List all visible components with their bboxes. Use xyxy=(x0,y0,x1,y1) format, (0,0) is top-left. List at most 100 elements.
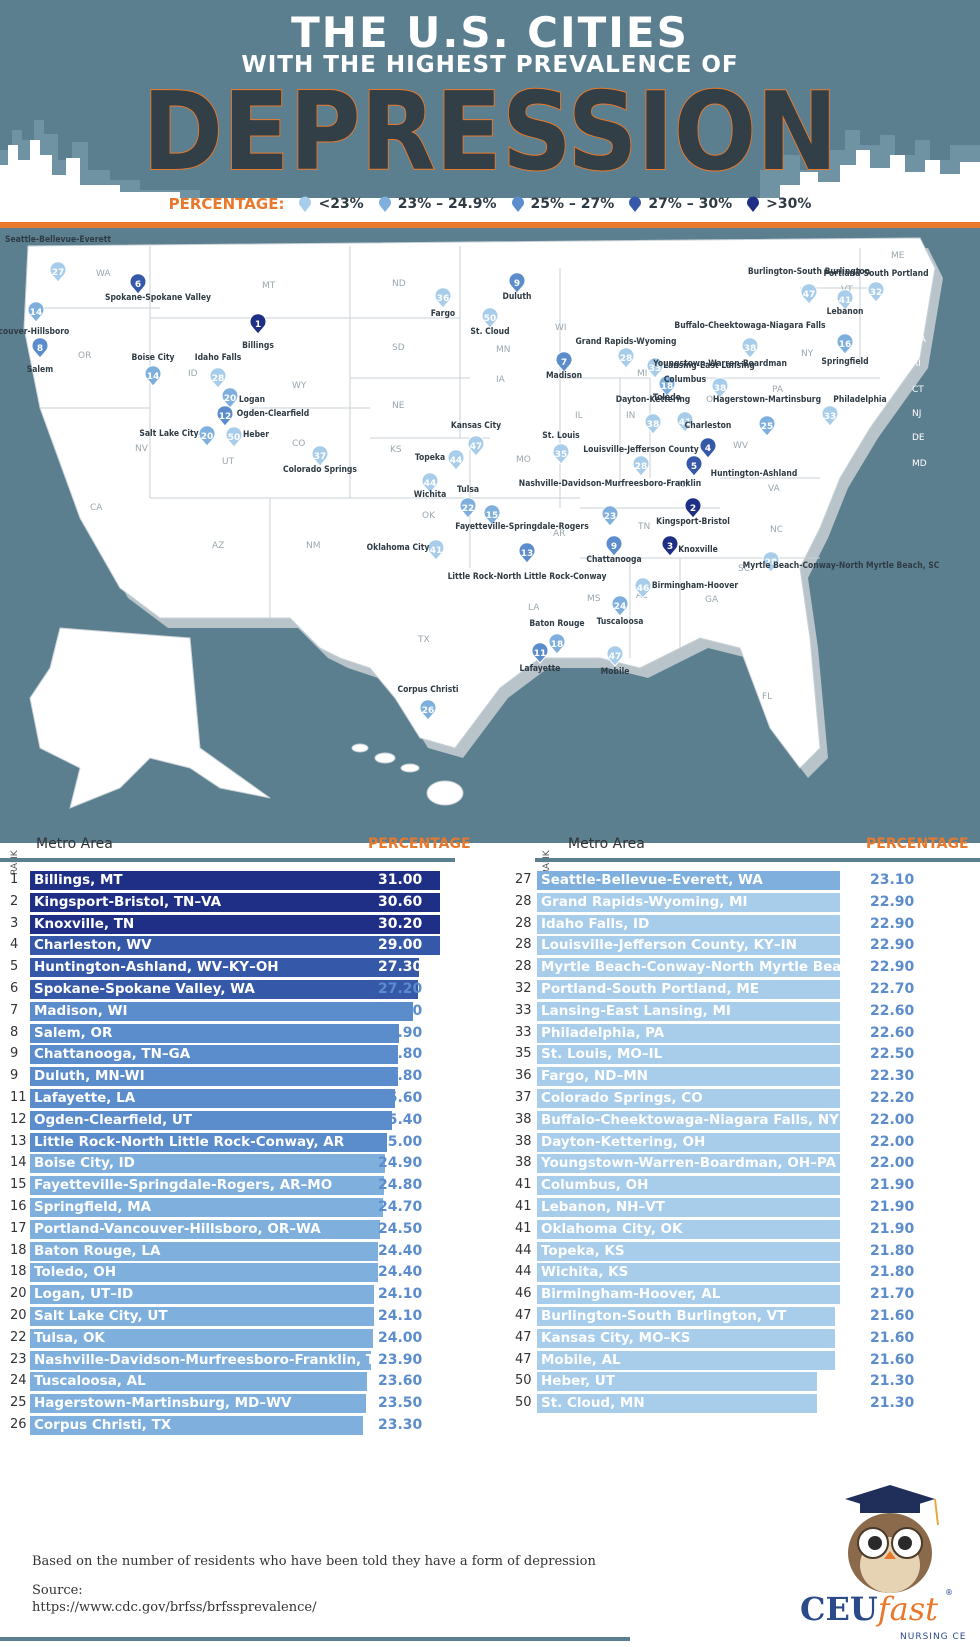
state-label: WA xyxy=(96,269,111,279)
orange-divider xyxy=(0,222,980,228)
map-pin: 28 Grand Rapids-Wyoming xyxy=(576,337,677,369)
map-pin-marker xyxy=(447,449,465,471)
legend-item: 23% – 24.9% xyxy=(378,196,497,212)
map-pin-rank: 14 xyxy=(147,372,160,382)
percentage-value: 25.90 xyxy=(378,1024,423,1041)
map-pin: 3 Knoxville xyxy=(661,535,718,557)
percentage-bar xyxy=(30,1263,379,1283)
table-row: 28 Idaho Falls, ID 22.90 xyxy=(515,914,940,934)
percentage-bar xyxy=(537,914,840,934)
logo-ceu: CEU xyxy=(800,1590,878,1628)
map-pin-icon xyxy=(747,196,760,212)
table-row: 12 Ogden-Clearfield, UT 25.40 xyxy=(10,1110,540,1130)
map-pin-rank: 41 xyxy=(430,546,443,556)
metro-area-name: Duluth, MN-WI xyxy=(34,1068,145,1085)
percentage-bar xyxy=(30,1328,373,1348)
map-pin-marker xyxy=(601,505,619,527)
rank-number: 41 xyxy=(515,1199,532,1214)
percentage-bar xyxy=(30,936,440,956)
map-pin-icon xyxy=(378,196,391,212)
table-row: 13 Little Rock-North Little Rock-Conway, … xyxy=(10,1132,540,1152)
map-pin-marker xyxy=(467,435,485,457)
map-pin-rank: 33 xyxy=(649,364,662,374)
metro-area-name: Fayetteville-Springdale-Rogers, AR–MO xyxy=(34,1177,333,1194)
map-pin: 9 Duluth xyxy=(503,272,531,302)
map-pin-label: Colorado Springs xyxy=(283,465,357,475)
state-label: TN xyxy=(637,522,650,532)
map-pin-marker xyxy=(552,443,570,465)
map-pin-marker xyxy=(699,437,717,459)
table-row: 8 Salem, OR 25.90 xyxy=(10,1023,540,1043)
metro-area-name: Knoxville, TN xyxy=(34,915,135,932)
metro-area-name: Birmingham-Hoover, AL xyxy=(541,1286,721,1303)
legend-item: 27% – 30% xyxy=(628,196,732,212)
map-pin-marker xyxy=(684,497,702,519)
percentage-value: 21.80 xyxy=(870,1242,915,1259)
map-pin-rank: 1 xyxy=(255,320,261,330)
map-pin-rank: 16 xyxy=(839,340,852,350)
map-pin-rank: 7 xyxy=(561,358,567,368)
state-label: ND xyxy=(392,279,406,289)
state-label: ME xyxy=(891,251,905,261)
header-divider-left xyxy=(0,858,455,862)
map-pin-rank: 22 xyxy=(462,504,475,514)
state-label: FL xyxy=(762,692,772,702)
source-label: Source: xyxy=(32,1583,83,1598)
map-pin-label: Billings xyxy=(242,341,274,351)
map-pin-marker xyxy=(144,365,162,387)
map-pin-marker xyxy=(198,425,216,447)
state-label: NE xyxy=(392,401,405,411)
source-url[interactable]: https://www.cdc.gov/brfss/brfssprevalenc… xyxy=(32,1600,317,1615)
metro-area-name: Youngstown-Warren-Boardman, OH–PA xyxy=(541,1155,836,1172)
map-pin-rank: 28 xyxy=(765,558,778,568)
state-label: KS xyxy=(390,445,402,455)
state-label: KY xyxy=(678,480,690,490)
map-pin-label: Grand Rapids-Wyoming xyxy=(576,337,677,347)
percentage-bar xyxy=(537,1089,840,1108)
table-row: 3 Knoxville, TN 30.20 xyxy=(10,914,540,934)
state-label: WY xyxy=(292,381,307,391)
percentage-bar xyxy=(30,1176,384,1196)
map-pin-rank: 28 xyxy=(635,462,648,472)
percentage-value: 24.40 xyxy=(378,1242,423,1259)
percentage-bar xyxy=(537,1067,840,1087)
table-row: 23 Nashville-Davidson-Murfreesboro-Frankl… xyxy=(10,1350,540,1370)
rank-number: 46 xyxy=(515,1286,532,1302)
metro-area-name: Lafayette, LA xyxy=(34,1090,136,1106)
rank-number: 50 xyxy=(515,1395,532,1411)
map-pin-rank: 12 xyxy=(219,412,232,422)
table-row: 37 Colorado Springs, CO 22.20 xyxy=(515,1089,940,1108)
map-pin-label: Spokane-Spokane Valley xyxy=(105,293,211,303)
percentage-value: 24.80 xyxy=(378,1177,423,1194)
map-pin-rank: 6 xyxy=(135,280,141,290)
map-pin-marker xyxy=(427,539,445,561)
percentage-bar xyxy=(537,1154,840,1174)
rank-number: 9 xyxy=(10,1068,19,1084)
map-pin-rank: 24 xyxy=(614,602,627,612)
metro-area-name: Buffalo-Cheektowaga-Niagara Falls, NY xyxy=(541,1111,839,1128)
map-pin-marker xyxy=(836,289,854,311)
percentage-bar xyxy=(30,1001,414,1021)
metro-area-name: Madison, WI xyxy=(34,1002,128,1019)
rank-number: 44 xyxy=(515,1264,532,1280)
map-pin-marker xyxy=(459,497,477,519)
map-pin: 6 Spokane-Spokane Valley xyxy=(105,273,211,303)
map-pin: 13 Little Rock-North Little Rock-Conway xyxy=(448,542,606,582)
percentage-bar xyxy=(30,958,419,978)
state-label: WV xyxy=(733,441,749,451)
map-pin: 12 Ogden-Clearfield xyxy=(216,405,309,427)
percentage-value: 21.80 xyxy=(870,1264,915,1281)
table-row: 22 Tulsa, OK 24.00 xyxy=(10,1328,540,1348)
rank-number: 38 xyxy=(515,1155,532,1171)
percentage-value: 23.10 xyxy=(870,872,915,888)
percentage-value: 22.60 xyxy=(870,1002,915,1019)
percentage-value: 21.30 xyxy=(870,1373,915,1390)
map-pin-label: Huntington-Ashland xyxy=(711,469,798,479)
map-pin-rank: 38 xyxy=(744,344,757,354)
table-row: 9 Chattanooga, TN–GA 25.80 xyxy=(10,1045,540,1065)
map-pin-label: Springfield xyxy=(821,357,868,367)
percentage-value: 22.00 xyxy=(870,1111,915,1128)
percentage-value: 25.80 xyxy=(378,1046,423,1063)
metro-area-name: Myrtle Beach-Conway-North Myrtle Beach, … xyxy=(541,959,889,976)
map-pin-label: Heber xyxy=(243,430,269,440)
